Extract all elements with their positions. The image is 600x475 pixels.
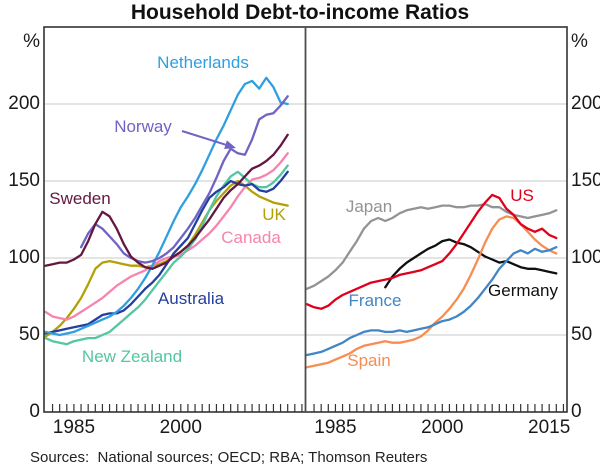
- series-line-new-zealand: [44, 164, 289, 346]
- series-label-spain: Spain: [347, 351, 391, 370]
- series-line-netherlands: [44, 76, 289, 337]
- series-line-australia: [44, 170, 289, 335]
- label-arrow-norway: [181, 130, 226, 146]
- series-label-norway: Norway: [114, 117, 172, 136]
- series-label-uk: UK: [262, 205, 286, 224]
- series-line-germany: [384, 238, 558, 289]
- y-tick-label-right-100: 100: [571, 247, 600, 268]
- series-line-sweden: [44, 133, 289, 270]
- chart-title: Household Debt-to-income Ratios: [130, 1, 470, 24]
- y-tick-label-right-150: 150: [571, 170, 600, 191]
- y-tick-label-left-100: 100: [8, 247, 40, 268]
- x-tick-label-left-2000: 2000: [159, 417, 202, 438]
- y-axis-unit-left: %: [23, 31, 40, 52]
- x-tick-label-right-2015: 2015: [528, 417, 571, 438]
- series-label-japan: Japan: [345, 197, 393, 216]
- x-tick-label-right-1985: 1985: [314, 417, 357, 438]
- y-tick-label-left-200: 200: [8, 93, 40, 114]
- series-label-netherlands: Netherlands: [157, 53, 249, 72]
- series-label-canada: Canada: [221, 228, 281, 247]
- y-tick-label-left-150: 150: [8, 170, 40, 191]
- x-tick-label-left-1985: 1985: [52, 417, 96, 438]
- y-tick-label-left-0: 0: [29, 401, 40, 422]
- series-label-us: US: [510, 186, 534, 205]
- series-label-germany: Germany: [488, 281, 558, 300]
- series-line-us: [305, 193, 558, 310]
- label-arrowhead-norway: [224, 140, 236, 149]
- y-tick-label-right-200: 200: [571, 93, 600, 114]
- series-label-france: France: [348, 291, 402, 310]
- y-tick-label-right-50: 50: [571, 324, 593, 345]
- y-tick-label-right-0: 0: [571, 401, 582, 422]
- series-line-norway: [79, 95, 289, 264]
- series-label-australia: Australia: [157, 289, 225, 308]
- series-label-sweden: Sweden: [49, 189, 111, 208]
- y-axis-unit-right: %: [571, 31, 588, 52]
- source-note: Sources: National sources; OECD; RBA; Th…: [30, 449, 428, 466]
- series-label-new-zealand: New Zealand: [81, 347, 183, 366]
- y-tick-label-left-50: 50: [18, 324, 40, 345]
- series-line-france: [305, 246, 558, 357]
- x-tick-label-right-2000: 2000: [421, 417, 464, 438]
